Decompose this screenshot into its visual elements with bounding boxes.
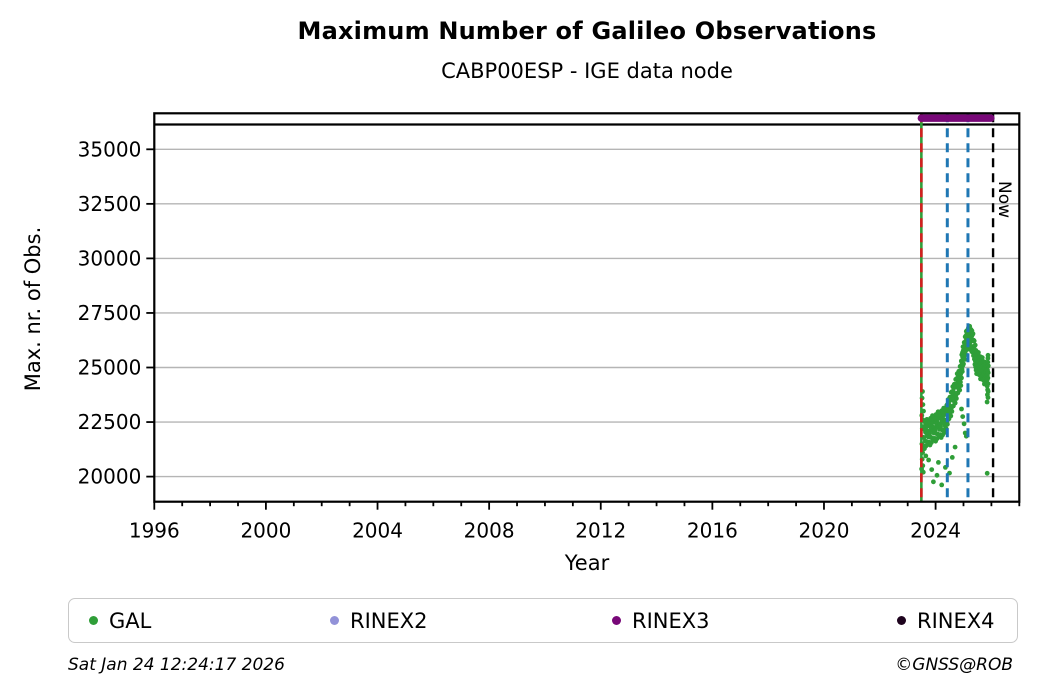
legend-label: RINEX2 <box>350 608 428 633</box>
x-axis-label: Year <box>564 551 610 575</box>
y-tick-label: 25000 <box>78 356 142 380</box>
y-tick-label: 32500 <box>78 192 142 216</box>
x-tick-label: 2020 <box>799 519 850 543</box>
y-tick-label: 35000 <box>78 137 142 161</box>
chart-title: Maximum Number of Galileo Observations <box>297 17 877 45</box>
now-line-label: Now <box>994 181 1014 219</box>
x-tick-label: 2016 <box>687 519 738 543</box>
copyright-note: ©GNSS@ROB <box>895 655 1013 675</box>
axis-ticks <box>146 148 1021 510</box>
x-tick-labels: 1996 2000 2004 2008 2012 2016 2020 2024 <box>129 519 961 543</box>
x-tick-label: 2000 <box>240 519 291 543</box>
x-tick-label: 2008 <box>464 519 515 543</box>
x-tick-label: 2012 <box>575 519 626 543</box>
y-tick-label: 30000 <box>78 246 142 270</box>
x-tick-label: 1996 <box>129 519 180 543</box>
gal-scatter-points <box>919 323 991 488</box>
chart-subtitle: CABP00ESP - IGE data node <box>441 59 733 83</box>
legend-item-rinex3: RINEX3 <box>612 599 710 642</box>
rinex2-marker-icon <box>330 616 339 625</box>
legend-item-gal: GAL <box>89 599 151 642</box>
legend: GAL RINEX2 RINEX3 RINEX4 <box>68 598 1018 643</box>
gal-marker-icon <box>89 616 98 625</box>
rinex3-marker-icon <box>612 616 621 625</box>
legend-label: RINEX3 <box>632 608 710 633</box>
plot-timestamp: Sat Jan 24 12:24:17 2026 <box>68 655 285 675</box>
y-tick-label: 27500 <box>78 301 142 325</box>
event-vlines <box>920 113 995 502</box>
y-tick-labels: 20000 22500 25000 27500 30000 32500 35000 <box>78 137 142 488</box>
y-axis-label: Max. nr. of Obs. <box>21 226 45 392</box>
legend-label: RINEX4 <box>917 608 995 633</box>
axes-frame <box>153 112 1021 503</box>
y-gridlines <box>154 148 1020 478</box>
rinex4-marker-icon <box>897 616 906 625</box>
x-tick-label: 2004 <box>352 519 403 543</box>
legend-item-rinex2: RINEX2 <box>330 599 428 642</box>
y-tick-label: 22500 <box>78 410 142 434</box>
y-tick-label: 20000 <box>78 465 142 489</box>
legend-item-rinex4: RINEX4 <box>897 599 995 642</box>
x-tick-label: 2024 <box>910 519 961 543</box>
legend-label: GAL <box>109 608 152 633</box>
